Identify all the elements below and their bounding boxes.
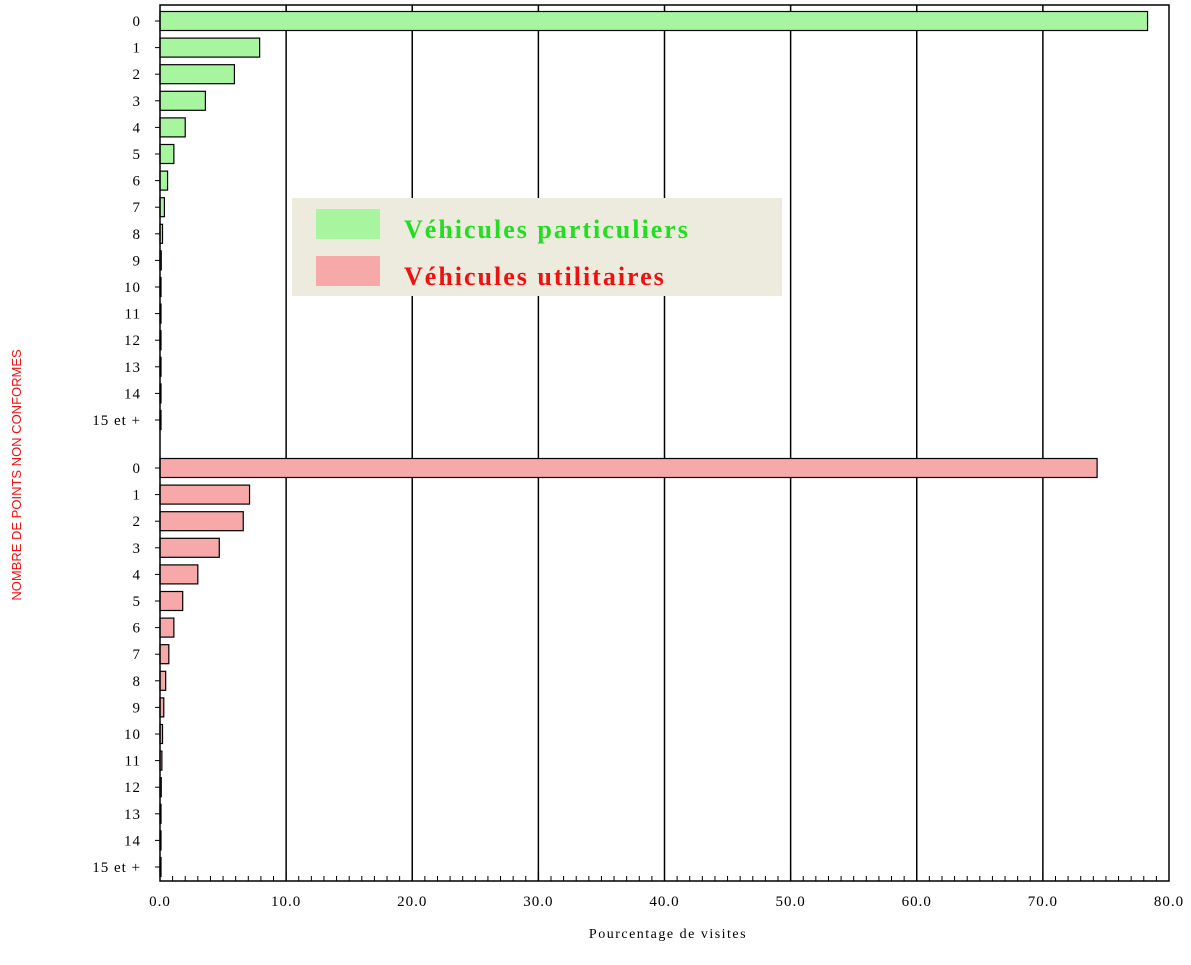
y-tick-label: 9 [133, 253, 142, 269]
bar-utilitaires-4 [159, 564, 199, 585]
y-tick-label: 8 [133, 227, 142, 243]
y-tick-label: 4 [133, 567, 142, 583]
y-tick-label: 8 [133, 674, 142, 690]
y-tick-label: 3 [133, 94, 142, 110]
x-tick-label: 10.0 [271, 894, 301, 910]
y-tick-label: 2 [133, 514, 142, 530]
y-tick-label: 15 et + [92, 860, 141, 876]
bar-utilitaires-7 [159, 644, 170, 665]
legend-swatch-utilitaires [316, 256, 380, 286]
y-tick-label: 9 [133, 700, 142, 716]
x-tick-label: 50.0 [776, 894, 806, 910]
y-tick-label: 7 [133, 647, 142, 663]
y-tick-label: 15 et + [92, 413, 141, 429]
y-tick-label: 14 [124, 833, 141, 849]
legend-label-utilitaires: Véhicules utilitaires [404, 262, 666, 291]
y-tick-label: 12 [124, 333, 141, 349]
y-tick-label: 13 [124, 807, 141, 823]
bar-utilitaires-0 [159, 457, 1098, 479]
axes [155, 4, 1170, 882]
y-tick-label: 0 [133, 14, 142, 30]
y-tick-label: 6 [133, 621, 142, 637]
tick-labels: 0.0 10.0 20.0 30.0 40.0 50.0 60.0 70.0 80.001234… [92, 14, 1184, 910]
y-tick-label: 6 [133, 174, 142, 190]
y-tick-label: 1 [133, 488, 142, 504]
x-tick-label: 0.0 [149, 894, 171, 910]
bar-particuliers-2 [159, 64, 236, 85]
y-tick-label: 10 [124, 280, 141, 296]
bar-utilitaires-3 [159, 537, 220, 558]
y-tick-label: 11 [125, 307, 141, 323]
y-tick-label: 14 [124, 386, 141, 402]
bar-particuliers-3 [159, 90, 207, 111]
y-tick-label: 10 [124, 727, 141, 743]
x-axis-title: Pourcentage de visites [589, 927, 747, 942]
x-tick-label: 40.0 [649, 894, 679, 910]
legend: Véhicules particuliers Véhicules utilita… [292, 198, 782, 296]
bars [159, 10, 1149, 878]
y-axis-title: NOMBRE DE POINTS NON CONFORMES [9, 349, 24, 601]
x-tick-label: 60.0 [902, 894, 932, 910]
bar-particuliers-4 [159, 117, 186, 138]
grid-lines [285, 5, 1044, 881]
y-tick-label: 5 [133, 147, 142, 163]
bar-utilitaires-6 [159, 617, 175, 638]
y-tick-label: 11 [125, 754, 141, 770]
bar-utilitaires-2 [159, 511, 244, 532]
bar-particuliers-5 [159, 143, 175, 165]
y-tick-label: 13 [124, 360, 141, 376]
x-tick-label: 70.0 [1028, 894, 1058, 910]
y-tick-label: 0 [133, 461, 142, 477]
x-tick-label: 30.0 [523, 894, 553, 910]
x-tick-label: 20.0 [397, 894, 427, 910]
y-tick-label: 4 [133, 120, 142, 136]
legend-swatch-particuliers [316, 209, 380, 239]
bar-particuliers-6 [159, 170, 169, 191]
y-tick-label: 1 [133, 41, 142, 57]
y-tick-label: 3 [133, 541, 142, 557]
y-tick-label: 12 [124, 780, 141, 796]
bar-particuliers-0 [159, 10, 1149, 32]
bar-particuliers-1 [159, 37, 261, 58]
bar-utilitaires-1 [159, 484, 251, 505]
legend-label-particuliers: Véhicules particuliers [404, 215, 690, 244]
y-tick-label: 7 [133, 200, 142, 216]
bar-utilitaires-8 [159, 670, 167, 691]
y-tick-label: 2 [133, 67, 142, 83]
bar-utilitaires-5 [159, 590, 184, 612]
x-tick-label: 80.0 [1154, 894, 1184, 910]
y-tick-label: 5 [133, 594, 142, 610]
